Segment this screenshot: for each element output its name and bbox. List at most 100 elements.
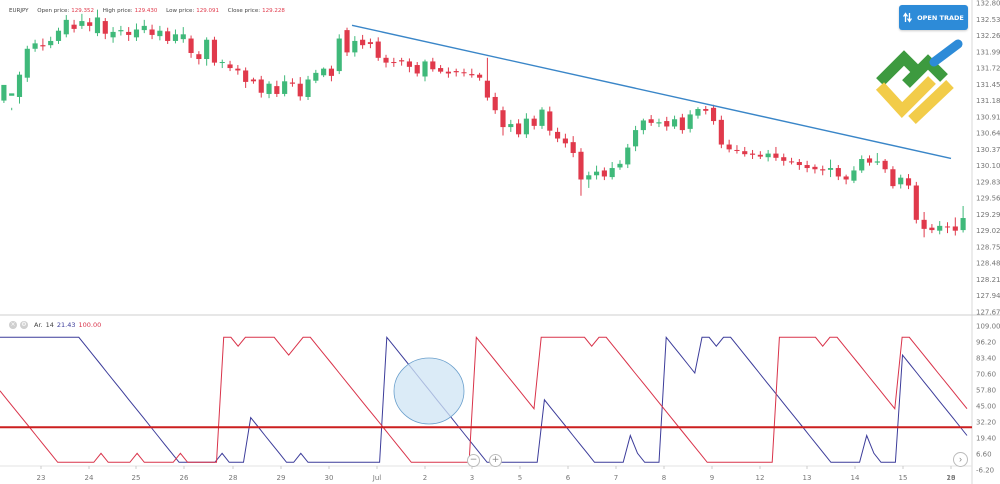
- indicator-tick-label: 96.20: [976, 339, 996, 347]
- candle-body: [632, 130, 639, 147]
- candle: [227, 60, 233, 72]
- indicator-tick-label: 6.60: [976, 451, 992, 459]
- candle: [671, 115, 678, 129]
- candle-body: [235, 68, 241, 71]
- zoom-out-button[interactable]: −: [467, 454, 480, 467]
- candle: [258, 75, 264, 98]
- candle: [477, 72, 483, 81]
- candle-body: [866, 158, 873, 163]
- candle-body: [718, 119, 724, 145]
- candle: [422, 59, 428, 82]
- candle-body: [102, 21, 108, 34]
- candle: [695, 107, 701, 119]
- candle: [188, 35, 194, 58]
- candle: [328, 65, 335, 82]
- highlight-ellipse: [393, 357, 465, 425]
- time-tick-label: 3: [470, 474, 474, 482]
- candle: [570, 136, 576, 158]
- candle-body: [243, 70, 249, 82]
- time-tick-label: 30: [325, 474, 334, 482]
- trendline[interactable]: [351, 24, 952, 160]
- time-tick-label: 2: [423, 474, 427, 482]
- price-tick-label: 130.100: [976, 162, 1000, 170]
- candle: [445, 67, 451, 78]
- candle-body: [24, 48, 30, 78]
- price-tick-label: 127.670: [976, 309, 1000, 317]
- close-icon[interactable]: ×: [9, 321, 17, 329]
- zoom-in-button[interactable]: +: [489, 454, 502, 467]
- price-tick-label: 132.530: [976, 16, 1000, 24]
- candle-body: [578, 151, 584, 180]
- candle-body: [266, 83, 272, 94]
- time-tick-label: 8: [662, 474, 666, 482]
- open-trade-button[interactable]: OPEN TRADE: [899, 5, 968, 30]
- price-tick-label: 129.560: [976, 195, 1000, 203]
- candle: [87, 18, 93, 32]
- time-tick-label: 25: [132, 474, 141, 482]
- time-tick-label: 13: [803, 474, 812, 482]
- candle-body: [430, 61, 436, 70]
- candle: [126, 27, 132, 41]
- candle: [594, 165, 600, 180]
- candle: [859, 155, 865, 173]
- candle-body: [812, 166, 818, 170]
- candle: [141, 19, 147, 34]
- candle-body: [289, 82, 296, 84]
- aroon-up-value: 100.00: [78, 321, 102, 329]
- price-tick-label: 128.210: [976, 276, 1000, 284]
- candle: [40, 38, 46, 51]
- price-tick-label: 132.800: [976, 0, 1000, 8]
- candle: [929, 224, 935, 234]
- candle-body: [461, 72, 467, 74]
- price-axis: 132.800 132.530 132.260 131.990 131.720 131.4…: [976, 0, 1000, 317]
- candle: [617, 160, 623, 170]
- candle-body: [336, 38, 342, 72]
- candle-body: [726, 144, 732, 150]
- candle: [102, 18, 108, 40]
- gear-icon[interactable]: ⚙: [20, 321, 28, 329]
- open-trade-label: OPEN TRADE: [917, 13, 964, 22]
- candle-body: [882, 160, 888, 170]
- plot-background: [0, 0, 972, 484]
- candle-body: [547, 111, 553, 131]
- indicator-tick-label: 19.40: [976, 435, 996, 443]
- indicator-tick-label: 109.00: [976, 323, 1000, 331]
- candle-body: [570, 142, 576, 153]
- price-tick-label: 132.260: [976, 32, 1000, 40]
- candle: [812, 164, 818, 174]
- candle: [874, 152, 880, 166]
- candle-body: [48, 40, 54, 46]
- candle-body: [656, 122, 662, 124]
- price-tick-label: 127.940: [976, 292, 1000, 300]
- candle: [734, 145, 740, 154]
- candle-body: [492, 96, 498, 111]
- candle-body: [851, 170, 857, 181]
- candle: [640, 118, 646, 135]
- candle-body: [282, 81, 288, 94]
- candle: [539, 107, 545, 129]
- candle: [79, 13, 85, 29]
- indicator-tick-label: 45.00: [976, 403, 996, 411]
- low-value: 129.091: [196, 8, 220, 14]
- candle: [133, 23, 140, 41]
- close-label: Close price:: [227, 8, 261, 14]
- candle-body: [94, 17, 101, 34]
- candle-body: [141, 25, 147, 31]
- time-tick-label: 12: [756, 474, 765, 482]
- candle: [921, 212, 927, 238]
- price-tick-label: 131.180: [976, 97, 1000, 105]
- candle-body: [765, 153, 771, 158]
- scroll-right-button[interactable]: ›: [953, 452, 968, 467]
- candle-body: [835, 168, 841, 177]
- candle: [438, 65, 444, 74]
- candle-body: [250, 79, 257, 82]
- candle-body: [399, 60, 405, 62]
- candle: [960, 205, 966, 233]
- candle-body: [258, 79, 264, 93]
- time-tick-label: 23: [37, 474, 46, 482]
- candle: [375, 37, 381, 61]
- candle-body: [890, 169, 896, 187]
- candle-body: [9, 93, 15, 96]
- candle-body: [594, 171, 600, 176]
